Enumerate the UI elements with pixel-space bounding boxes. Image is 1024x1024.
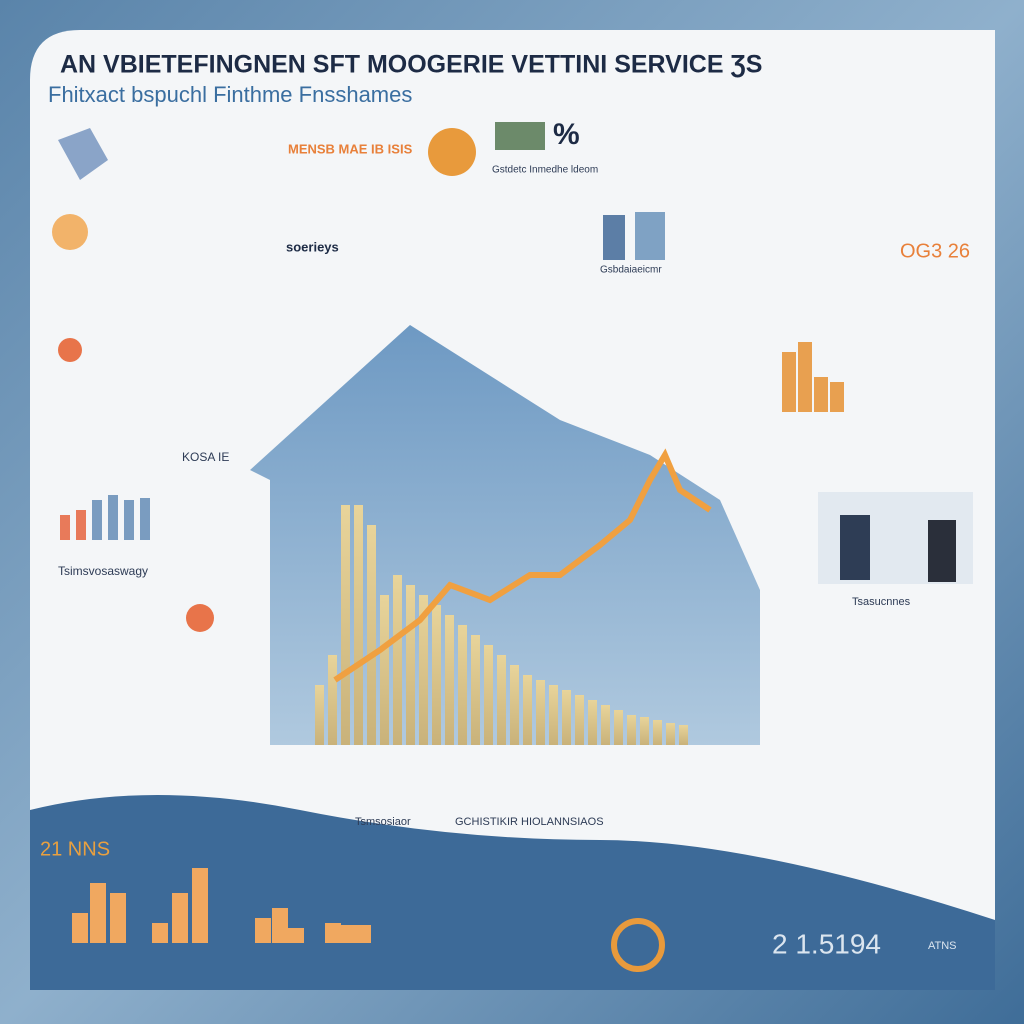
decor-bar [60, 515, 70, 540]
label: Tsmsosiaor [355, 816, 411, 828]
trend-line [333, 448, 712, 683]
decor-bar [92, 500, 102, 540]
decor-bar [124, 500, 134, 540]
person [928, 520, 956, 582]
decor-bar [627, 715, 636, 745]
decor-bar [90, 883, 106, 943]
decor-bar [432, 605, 441, 745]
label: GCHISTIKIR HIOLANNSIAOS [455, 816, 604, 828]
decor-bar [354, 505, 363, 745]
icon [495, 122, 545, 150]
decor-bar [325, 923, 341, 943]
decor-bar [458, 625, 467, 745]
decor-bar [497, 655, 506, 745]
label: KOSA IE [182, 450, 229, 464]
icon [428, 128, 476, 176]
subtitle: Fhitxact bspuchl Finthme Fnsshames [48, 82, 412, 107]
person [840, 515, 870, 580]
bar-group [315, 505, 688, 745]
decor-bar [614, 710, 623, 745]
decor-bar [76, 510, 86, 540]
decor-bar [575, 695, 584, 745]
decor-bar [172, 893, 188, 943]
icon [611, 918, 665, 972]
icon [58, 128, 108, 180]
decor-bar [367, 525, 376, 745]
label: 21 NNS [40, 838, 110, 860]
decor-bar [601, 705, 610, 745]
decor-bar [471, 635, 480, 745]
icon [52, 214, 88, 250]
label: Gstdetc Inmedhe ldeom [492, 165, 598, 176]
decor-bar [255, 918, 271, 943]
decor-bar [192, 868, 208, 943]
label: ATNS [928, 940, 957, 952]
label: 2 1.5194 [772, 928, 881, 959]
decor-bar [549, 685, 558, 745]
decor-bar [588, 700, 597, 745]
label: Tsimsvosaswagy [58, 564, 148, 578]
decor-bar [108, 495, 118, 540]
decor-bar [679, 725, 688, 745]
decor-bar [328, 655, 337, 745]
icon [635, 212, 665, 260]
decor-bar [340, 925, 356, 943]
label: Gsbdaiaeicmr [600, 265, 662, 276]
decor-bar [562, 690, 571, 745]
decor-bar [814, 377, 828, 412]
decor-bar [653, 720, 662, 745]
decor-bar [380, 595, 389, 745]
decor-bar [406, 585, 415, 745]
decor-bar [536, 680, 545, 745]
title: AN VBIETEFINGNEN SFT MOOGERIE VETTINI SE… [60, 51, 762, 79]
decor-bar [341, 505, 350, 745]
bottom-wave [30, 795, 995, 990]
decor-bar [393, 575, 402, 745]
decor-bar [798, 342, 812, 412]
decor-bar [419, 595, 428, 745]
label: % [553, 118, 580, 151]
decor-bar [445, 615, 454, 745]
decor-bar [640, 717, 649, 745]
icon [603, 215, 625, 260]
icon [186, 604, 214, 632]
decor-bar [782, 352, 796, 412]
decor-bar [140, 498, 150, 540]
decor-bar [830, 382, 844, 412]
decor-bar [72, 913, 88, 943]
decor-bar [110, 893, 126, 943]
bar-group [60, 342, 844, 943]
decor-bar [315, 685, 324, 745]
decor-bar [355, 925, 371, 943]
decor-bar [152, 923, 168, 943]
decor-bar [666, 723, 675, 745]
decor-bar [523, 675, 532, 745]
decor-bar [510, 665, 519, 745]
label: soerieys [286, 239, 339, 254]
label: Tsasucnnes [852, 596, 911, 608]
label: MENSB MAE IB ISIS [288, 141, 413, 156]
decor-bar [272, 908, 288, 943]
icon [58, 338, 82, 362]
label: OG3 26 [900, 240, 970, 262]
decor-bar [484, 645, 493, 745]
decor-bar [288, 928, 304, 943]
mountain-shape [250, 325, 760, 745]
